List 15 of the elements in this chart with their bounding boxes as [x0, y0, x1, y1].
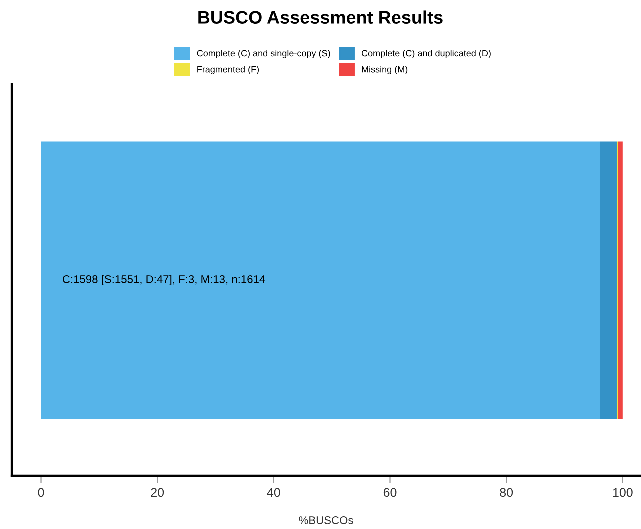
x-axis-title: %BUSCOs — [299, 516, 354, 524]
legend-label: Fragmented (F) — [198, 66, 260, 75]
x-tick-label: 80 — [500, 488, 514, 498]
x-tick-label: 40 — [267, 488, 280, 498]
x-tick-label: 60 — [384, 488, 397, 498]
x-tick-label: 20 — [151, 488, 164, 498]
legend-label: Complete (C) and duplicated (D) — [362, 50, 491, 58]
x-tick-label: 100 — [613, 488, 633, 498]
legend-label: Complete (C) and single-copy (S) — [197, 50, 330, 58]
legend-label: Missing (M) — [362, 66, 408, 75]
annotation: C:1598 [S:1551, D:47], F:3, M:13, n:1614 — [63, 275, 266, 286]
bar — [600, 142, 618, 420]
x-tick-label: 0 — [38, 488, 44, 498]
chart-title: BUSCO Assessment Results — [198, 10, 443, 24]
bar — [618, 142, 623, 420]
